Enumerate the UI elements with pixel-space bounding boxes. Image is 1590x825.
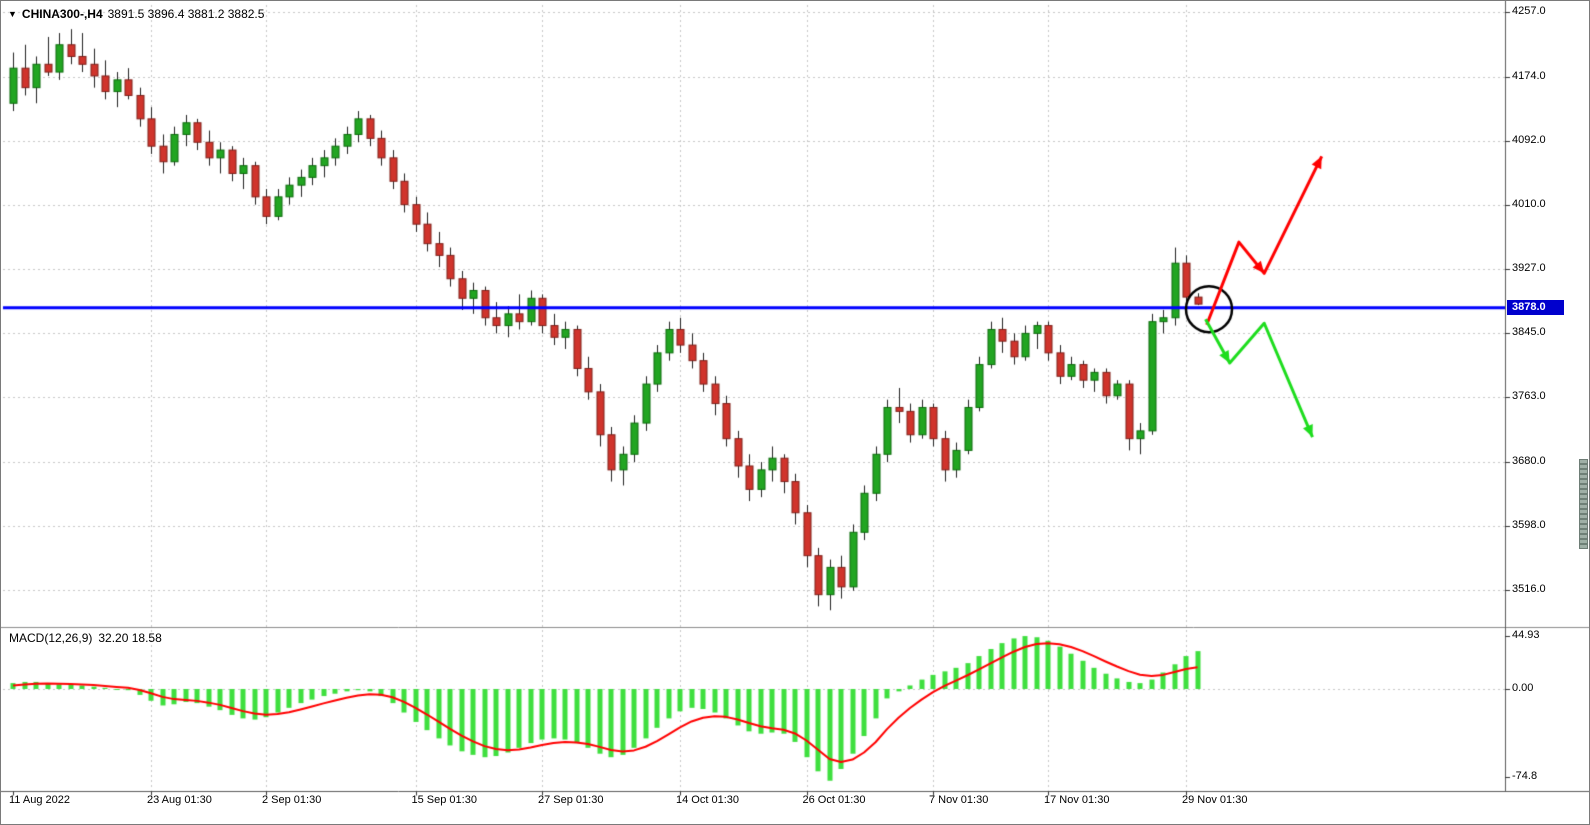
macd-header: MACD(12,26,9) 32.20 18.58 (9, 631, 162, 645)
price-tick-label: 3516.0 (1512, 583, 1546, 595)
time-tick-label: 7 Nov 01:30 (929, 794, 989, 806)
time-tick-label: 11 Aug 2022 (9, 794, 70, 806)
price-tick-label: 3763.0 (1512, 390, 1546, 403)
symbol-label: CHINA300-,H4 (21, 7, 103, 21)
price-tick-label: 4257.0 (1512, 5, 1546, 17)
time-tick-label: 26 Oct 01:30 (802, 794, 866, 806)
ohlc-values: 3891.5 3896.4 3881.2 3882.5 (107, 7, 265, 21)
time-tick-label: 15 Sep 01:30 (411, 794, 477, 806)
current-price-tag: 3878.0 (1507, 299, 1564, 315)
price-tick-label: 4092.0 (1512, 133, 1546, 146)
price-tick-label: 3680.0 (1512, 455, 1546, 468)
time-tick-label: 2 Sep 01:30 (262, 794, 322, 806)
price-tick-label: 4010.0 (1512, 197, 1546, 210)
time-tick-label: 23 Aug 01:30 (147, 794, 212, 806)
price-tick-label: 4174.0 (1512, 69, 1546, 82)
time-tick-label: 17 Nov 01:30 (1044, 794, 1110, 806)
macd-title: MACD(12,26,9) (9, 631, 93, 645)
macd-tick-label: 0.00 (1512, 682, 1534, 694)
time-tick-label: 29 Nov 01:30 (1182, 794, 1248, 806)
scrollbar-thumb[interactable] (1579, 459, 1588, 549)
macd-values: 32.20 18.58 (98, 631, 162, 645)
symbol-header: ▼ CHINA300-,H4 3891.5 3896.4 3881.2 3882… (8, 7, 264, 21)
price-tick-label: 3927.0 (1512, 262, 1546, 275)
macd-tick-label: 44.93 (1512, 629, 1540, 642)
price-tick-label: 3845.0 (1512, 326, 1546, 339)
price-tick-label: 3598.0 (1512, 519, 1546, 532)
macd-tick-label: -74.8 (1512, 769, 1538, 782)
symbol-dropdown-icon[interactable]: ▼ (8, 8, 17, 19)
time-tick-label: 27 Sep 01:30 (538, 794, 604, 806)
time-tick-label: 14 Oct 01:30 (676, 794, 739, 806)
